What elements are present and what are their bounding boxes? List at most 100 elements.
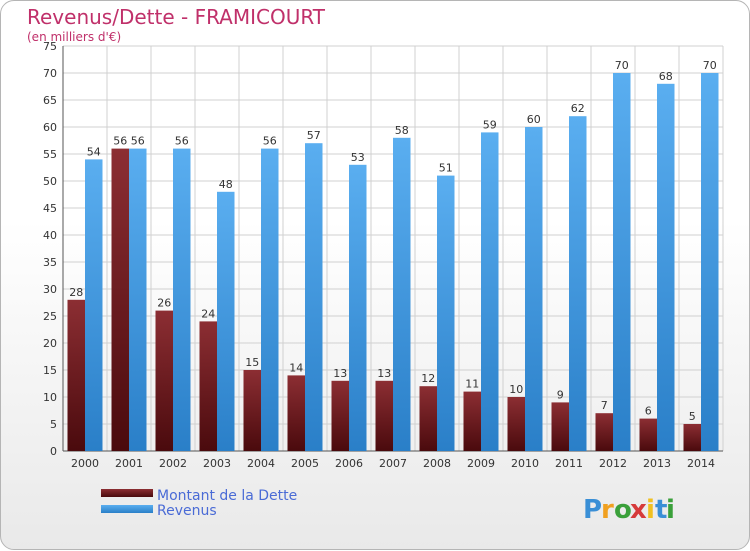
bar-revenus: [217, 191, 235, 452]
bar-revenus: [349, 164, 367, 452]
bar-debt: [595, 413, 613, 451]
x-tick-label: 2007: [379, 457, 407, 470]
bar-debt: [243, 370, 261, 451]
bar-debt: [639, 418, 657, 451]
bar-debt: [67, 299, 85, 451]
bar-debt: [551, 402, 569, 451]
chart-title: Revenus/Dette - FRAMICOURT: [27, 5, 326, 29]
bar-revenus: [393, 137, 411, 452]
legend-label-debt: Montant de la Dette: [157, 488, 297, 504]
x-tick-label: 2000: [71, 457, 99, 470]
data-label-revenus: 62: [571, 102, 585, 115]
data-label-debt: 13: [377, 367, 391, 380]
legend-label-revenus: Revenus: [157, 503, 217, 519]
x-tick-label: 2013: [643, 457, 671, 470]
data-label-debt: 9: [557, 388, 564, 401]
data-label-debt: 11: [465, 378, 479, 391]
data-label-debt: 10: [509, 383, 523, 396]
bar-revenus: [437, 175, 455, 451]
data-label-debt: 26: [157, 297, 171, 310]
y-tick-label: 35: [43, 256, 57, 269]
data-label-revenus: 56: [175, 135, 189, 148]
y-tick-label: 0: [50, 445, 57, 458]
bar-revenus: [129, 148, 147, 451]
bar-debt: [199, 321, 217, 451]
logo-letter: i: [666, 495, 675, 525]
data-label-revenus: 58: [395, 124, 409, 137]
y-tick-label: 20: [43, 337, 57, 350]
y-tick-label: 40: [43, 229, 57, 242]
bar-debt: [111, 148, 129, 451]
data-label-revenus: 70: [703, 59, 717, 72]
proxiti-logo: Pr ox i ti: [583, 495, 675, 525]
x-tick-label: 2009: [467, 457, 495, 470]
bar-debt: [155, 310, 173, 451]
bar-revenus: [613, 73, 631, 451]
logo-letter: t: [655, 495, 667, 525]
y-tick-label: 10: [43, 391, 57, 404]
data-label-revenus: 70: [615, 59, 629, 72]
data-label-debt: 14: [289, 361, 303, 374]
y-tick-label: 75: [43, 40, 57, 53]
data-label-revenus: 48: [219, 178, 233, 191]
bar-revenus: [481, 132, 499, 451]
data-label-debt: 7: [601, 399, 608, 412]
data-label-revenus: 51: [439, 162, 453, 175]
data-labels: 28 56 26 24 15 14 13 13 12 11 10 9 7 6 5 54 56 56 48 56 57 53…: [69, 59, 717, 423]
data-label-revenus: 54: [87, 145, 101, 158]
x-tick-label: 2010: [511, 457, 539, 470]
bar-revenus: [305, 143, 323, 451]
bar-revenus: [569, 116, 587, 451]
x-tick-label: 2002: [159, 457, 187, 470]
x-tick-label: 2004: [247, 457, 275, 470]
data-label-revenus: 68: [659, 70, 673, 83]
bar-revenus: [701, 73, 719, 451]
bar-revenus: [261, 148, 279, 451]
x-tick-label: 2011: [555, 457, 583, 470]
bar-debt: [375, 380, 393, 451]
x-tick-label: 2012: [599, 457, 627, 470]
x-tick-label: 2008: [423, 457, 451, 470]
x-tick-label: 2003: [203, 457, 231, 470]
bar-debt: [331, 380, 349, 451]
x-tick-label: 2006: [335, 457, 363, 470]
y-tick-label: 45: [43, 202, 57, 215]
bar-revenus: [85, 159, 103, 451]
y-tick-label: 25: [43, 310, 57, 323]
bar-debt: [683, 424, 701, 451]
bar-debt: [463, 391, 481, 451]
data-label-revenus: 60: [527, 113, 541, 126]
y-tick-label: 60: [43, 121, 57, 134]
logo-letter: i: [646, 495, 655, 525]
chart-subtitle: (en milliers d'€): [27, 30, 121, 44]
legend: Montant de la Dette Revenus: [101, 488, 297, 519]
data-label-revenus: 53: [351, 151, 365, 164]
logo-letter: o: [614, 495, 632, 525]
y-tick-label: 30: [43, 283, 57, 296]
y-tick-label: 15: [43, 364, 57, 377]
logo-letter: r: [601, 495, 614, 525]
y-tick-label: 70: [43, 67, 57, 80]
y-tick-label: 5: [50, 418, 57, 431]
y-tick-label: 50: [43, 175, 57, 188]
x-tick-label: 2005: [291, 457, 319, 470]
data-label-revenus: 57: [307, 129, 321, 142]
bar-revenus: [525, 127, 543, 451]
data-label-debt: 15: [245, 356, 259, 369]
x-tick-label: 2001: [115, 457, 143, 470]
data-label-debt: 24: [201, 307, 215, 320]
bar-revenus: [657, 83, 675, 452]
bar-revenus: [173, 148, 191, 451]
data-label-revenus: 56: [131, 135, 145, 148]
bar-debt: [507, 397, 525, 451]
y-tick-label: 65: [43, 94, 57, 107]
data-label-debt: 56: [113, 135, 127, 148]
data-label-debt: 6: [645, 405, 652, 418]
bar-debt: [287, 375, 305, 451]
data-label-debt: 12: [421, 372, 435, 385]
bar-debt: [419, 386, 437, 451]
data-label-revenus: 56: [263, 135, 277, 148]
bars: [67, 73, 719, 452]
